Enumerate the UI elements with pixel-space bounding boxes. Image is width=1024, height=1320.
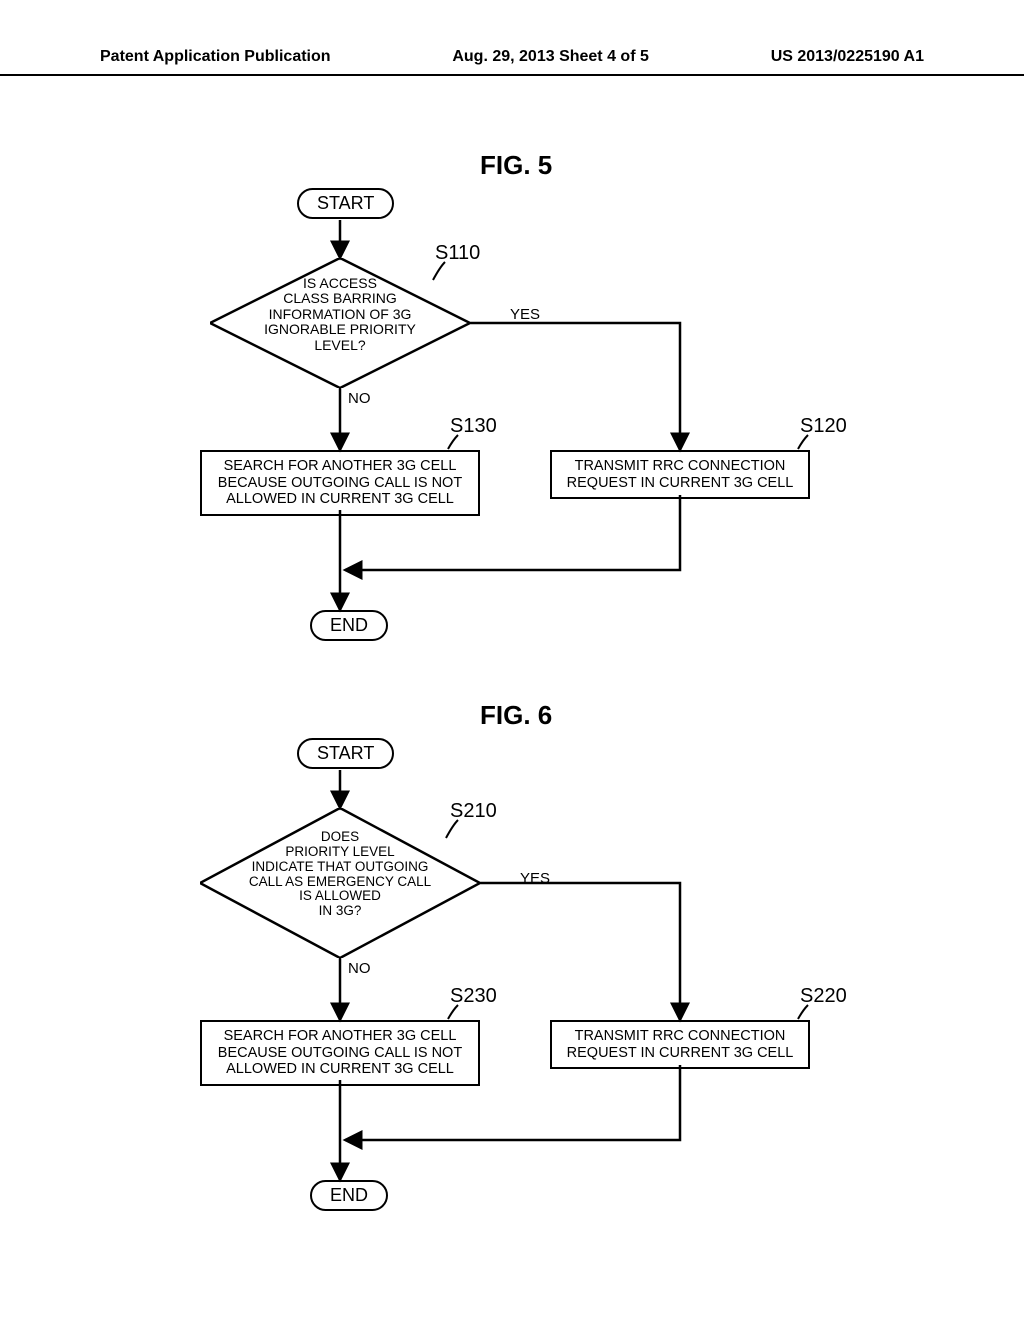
fig5-box-left-text: SEARCH FOR ANOTHER 3G CELL BECAUSE OUTGO… <box>218 458 462 507</box>
fig5-no-label: NO <box>348 390 371 407</box>
fig5-box-right-text: TRANSMIT RRC CONNECTION REQUEST IN CURRE… <box>567 458 794 491</box>
header-center: Aug. 29, 2013 Sheet 4 of 5 <box>452 48 649 66</box>
fig6-decision: DOES PRIORITY LEVEL INDICATE THAT OUTGOI… <box>200 808 480 958</box>
fig6-box-left: SEARCH FOR ANOTHER 3G CELL BECAUSE OUTGO… <box>200 1020 480 1086</box>
fig6-container: FIG. 6 START DOES PRIORITY LEVEL INDICAT… <box>0 700 1024 1280</box>
fig6-start-text: START <box>317 743 374 763</box>
page-header: Patent Application Publication Aug. 29, … <box>0 48 1024 76</box>
fig5-arrows <box>0 150 1024 710</box>
fig5-yes-label: YES <box>510 306 540 323</box>
fig6-yes-label: YES <box>520 870 550 887</box>
fig5-start: START <box>297 188 394 219</box>
fig6-step-decision: S210 <box>450 800 497 823</box>
header-right: US 2013/0225190 A1 <box>771 48 924 66</box>
header-left: Patent Application Publication <box>100 48 331 66</box>
fig5-start-text: START <box>317 193 374 213</box>
fig6-decision-text: DOES PRIORITY LEVEL INDICATE THAT OUTGOI… <box>200 830 480 919</box>
fig5-box-left: SEARCH FOR ANOTHER 3G CELL BECAUSE OUTGO… <box>200 450 480 516</box>
fig6-box-right: TRANSMIT RRC CONNECTION REQUEST IN CURRE… <box>550 1020 810 1069</box>
fig6-end: END <box>310 1180 388 1211</box>
fig6-title: FIG. 6 <box>480 700 552 731</box>
fig6-box-left-text: SEARCH FOR ANOTHER 3G CELL BECAUSE OUTGO… <box>218 1028 462 1077</box>
fig5-end: END <box>310 610 388 641</box>
fig5-step-left: S130 <box>450 415 497 438</box>
fig5-box-right: TRANSMIT RRC CONNECTION REQUEST IN CURRE… <box>550 450 810 499</box>
fig6-no-label: NO <box>348 960 371 977</box>
fig6-step-left: S230 <box>450 985 497 1008</box>
fig5-step-right: S120 <box>800 415 847 438</box>
fig5-decision-text: IS ACCESS CLASS BARRING INFORMATION OF 3… <box>210 276 470 353</box>
fig6-arrows <box>0 700 1024 1280</box>
fig6-end-text: END <box>330 1185 368 1205</box>
fig5-title: FIG. 5 <box>480 150 552 181</box>
fig6-start: START <box>297 738 394 769</box>
fig5-decision: IS ACCESS CLASS BARRING INFORMATION OF 3… <box>210 258 470 388</box>
fig5-container: FIG. 5 START IS ACCESS CLASS BARRING INF… <box>0 150 1024 710</box>
fig6-box-right-text: TRANSMIT RRC CONNECTION REQUEST IN CURRE… <box>567 1028 794 1061</box>
fig5-end-text: END <box>330 615 368 635</box>
fig6-step-right: S220 <box>800 985 847 1008</box>
fig5-step-decision: S110 <box>435 242 480 265</box>
